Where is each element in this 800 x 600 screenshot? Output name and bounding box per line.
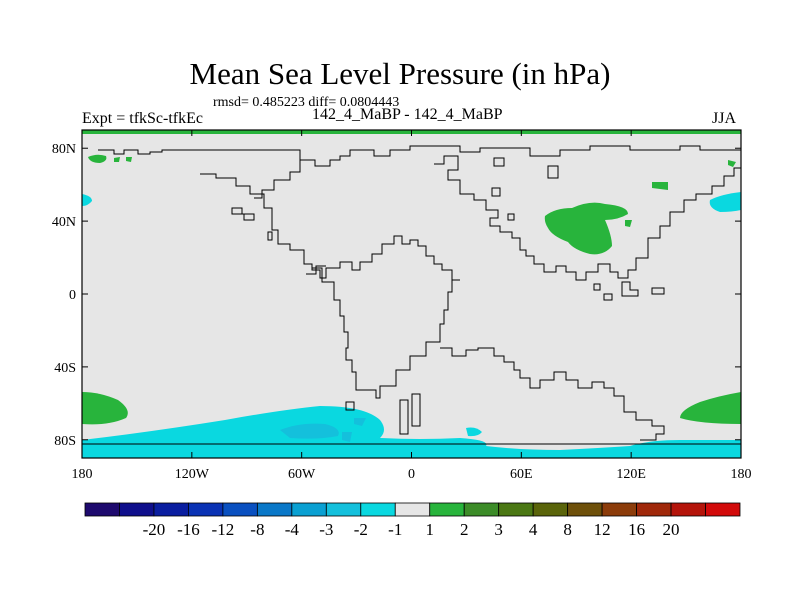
x-tick-label: 120W [175,467,210,482]
colorbar-swatch [636,502,672,517]
x-tick-label: 0 [408,467,415,482]
positive-anomaly-arctic-west [88,154,107,163]
colorbar-label: -20 [143,520,166,539]
x-tick-label: 180 [731,467,752,482]
negative-anomaly-antarctic [82,406,741,458]
colorbar-swatch [360,502,396,517]
colorbar-swatch [705,502,741,517]
colorbar-label: 2 [460,520,469,539]
colorbar-label: 20 [663,520,680,539]
axis-ticks: 180 120W 60W 0 60E 120E 180 80N 40N 0 40S 80S [52,130,752,482]
colorbar-label: 3 [494,520,503,539]
y-tick-label: 80S [54,434,76,449]
positive-anomaly-south-pacific-east [680,392,741,424]
colorbar-swatch [222,502,258,517]
chart-title: Mean Sea Level Pressure (in hPa) [189,56,611,91]
colorbar-swatch [532,502,569,517]
negative-anomaly-south-atlantic [466,427,482,437]
positive-anomaly-arctic-small-2 [126,157,132,162]
colorbar-label: 16 [628,520,645,539]
colorbar-swatch [256,502,293,517]
colorbar-label: 12 [594,520,611,539]
positive-anomaly-central-asia [544,202,628,255]
y-tick-label: 40S [54,361,76,376]
negative-anomaly-core-1 [280,423,339,439]
colorbar-label: -8 [250,520,264,539]
y-tick-label: 0 [69,288,76,303]
positive-anomaly-arctic-east [728,160,736,167]
positive-anomaly-arctic-small-1 [114,157,120,162]
negative-anomaly-core-2 [342,432,352,442]
x-tick-label: 60E [510,467,533,482]
season-label: JJA [712,110,737,127]
colorbar-label: 8 [563,520,572,539]
y-tick-label: 40N [52,215,76,230]
colorbar-swatch [394,502,431,517]
x-tick-label: 120E [616,467,646,482]
colorbar-swatch [153,502,189,517]
positive-anomaly-south-pacific-west [82,392,128,425]
y-tick-label: 80N [52,142,76,157]
colorbar-label: -2 [354,520,368,539]
colorbar-swatch [670,502,706,517]
colorbar-swatch [84,502,120,517]
stats-label: rmsd= 0.485223 diff= 0.0804443 [213,95,400,110]
x-tick-label: 60W [288,467,316,482]
colorbar-label: -3 [319,520,333,539]
period-label: 142_4_MaBP - 142_4_MaBP [312,106,503,123]
colorbar-swatch [498,502,534,517]
colorbar-label: 4 [529,520,538,539]
positive-anomaly-small-east [625,220,632,227]
colorbar-label: -16 [177,520,200,539]
colorbar-swatch [119,502,155,517]
colorbar-label: 1 [425,520,434,539]
colorbar-swatch [429,502,465,517]
negative-anomaly-core-3 [354,418,366,426]
colorbar: -20 -16 -12 -8 -4 -3 -2 -1 1 2 3 4 8 12 16 20 [84,502,741,539]
negative-anomaly-north-pacific-west [82,194,92,206]
colorbar-label: -12 [212,520,235,539]
colorbar-label: -4 [285,520,300,539]
colorbar-label: -1 [388,520,402,539]
colorbar-swatch [567,502,603,517]
colorbar-swatch [463,502,500,517]
colorbar-swatch [291,502,327,517]
colorbar-swatch [325,502,362,517]
experiment-label: Expt = tfkSc-tfkEc [82,110,203,127]
negative-anomaly-north-pacific-east [709,192,741,212]
positive-anomaly-siberia [652,182,668,190]
colorbar-swatch [188,502,224,517]
colorbar-swatch [601,502,637,517]
coastlines [82,145,741,445]
x-tick-label: 180 [72,467,93,482]
